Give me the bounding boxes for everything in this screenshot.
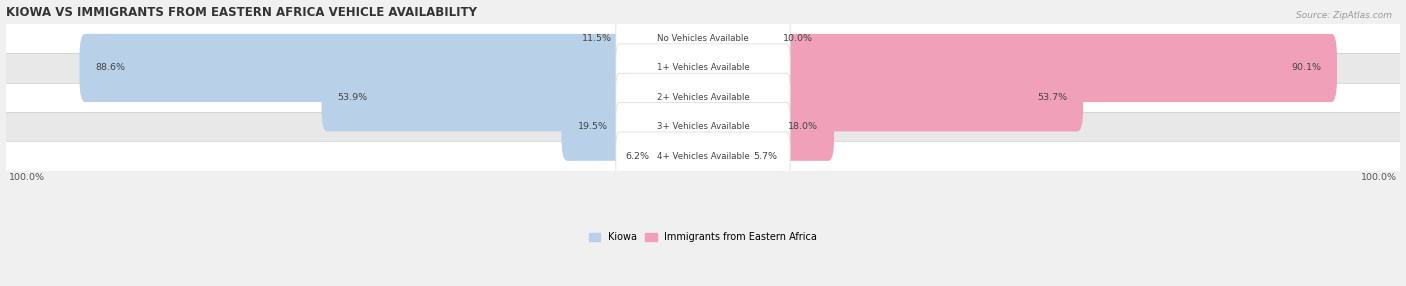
Legend: Kiowa, Immigrants from Eastern Africa: Kiowa, Immigrants from Eastern Africa [589,232,817,242]
FancyBboxPatch shape [654,122,709,190]
Text: Source: ZipAtlas.com: Source: ZipAtlas.com [1296,11,1392,20]
FancyBboxPatch shape [616,15,790,63]
Bar [6,112,1400,141]
FancyBboxPatch shape [697,93,834,161]
FancyBboxPatch shape [616,73,790,122]
Text: 53.7%: 53.7% [1038,93,1067,102]
Text: 2+ Vehicles Available: 2+ Vehicles Available [657,93,749,102]
Text: KIOWA VS IMMIGRANTS FROM EASTERN AFRICA VEHICLE AVAILABILITY: KIOWA VS IMMIGRANTS FROM EASTERN AFRICA … [6,5,477,19]
Text: 6.2%: 6.2% [626,152,650,161]
FancyBboxPatch shape [697,63,1083,132]
Text: 53.9%: 53.9% [337,93,367,102]
FancyBboxPatch shape [617,5,709,73]
Text: 10.0%: 10.0% [783,34,813,43]
Text: 88.6%: 88.6% [96,63,125,72]
Text: 3+ Vehicles Available: 3+ Vehicles Available [657,122,749,131]
FancyBboxPatch shape [697,34,1337,102]
Text: No Vehicles Available: No Vehicles Available [657,34,749,43]
Bar [6,24,1400,53]
Text: 5.7%: 5.7% [754,152,778,161]
FancyBboxPatch shape [561,93,709,161]
Text: 11.5%: 11.5% [582,34,613,43]
Bar [6,141,1400,171]
Text: 1+ Vehicles Available: 1+ Vehicles Available [657,63,749,72]
Text: 100.0%: 100.0% [1361,173,1398,182]
Text: 4+ Vehicles Available: 4+ Vehicles Available [657,152,749,161]
FancyBboxPatch shape [697,5,779,73]
FancyBboxPatch shape [616,132,790,180]
Text: 18.0%: 18.0% [789,122,818,131]
FancyBboxPatch shape [322,63,709,132]
FancyBboxPatch shape [616,103,790,151]
Text: 100.0%: 100.0% [8,173,45,182]
Bar [6,53,1400,83]
FancyBboxPatch shape [616,44,790,92]
Bar [6,83,1400,112]
Text: 19.5%: 19.5% [578,122,607,131]
FancyBboxPatch shape [80,34,709,102]
Text: 90.1%: 90.1% [1291,63,1320,72]
FancyBboxPatch shape [697,122,748,190]
